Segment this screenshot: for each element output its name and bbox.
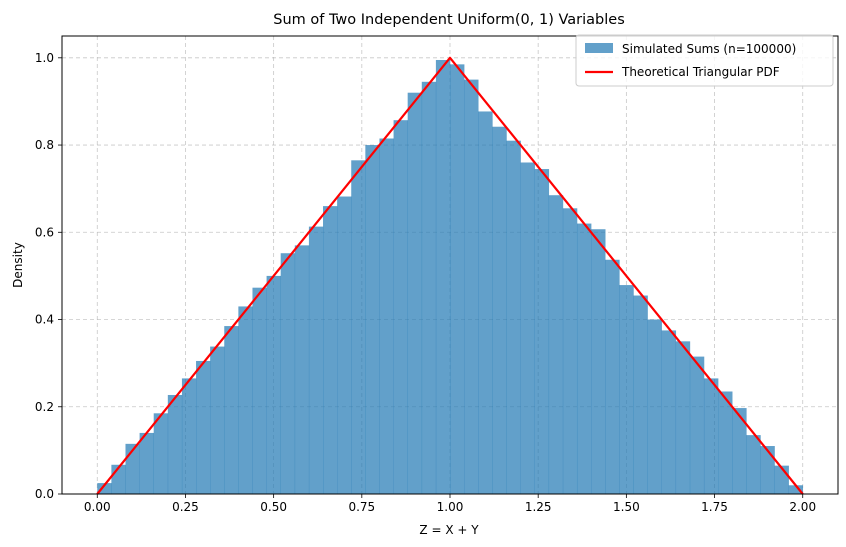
histogram-bar [224,326,239,494]
histogram-bar [393,120,408,495]
histogram-bar [774,465,789,494]
y-tick-label: 0.8 [35,138,54,152]
histogram-bar [718,391,733,494]
histogram-bar [379,138,394,494]
histogram-bar [732,408,747,494]
histogram-bar [252,287,267,494]
histogram-bar [675,341,691,494]
histogram-bar [746,435,761,494]
pdf-line-path [96,56,804,495]
x-tick-label: 1.50 [613,500,640,514]
histogram-bar [308,226,324,494]
histogram-bar [464,79,479,494]
histogram-bar [435,59,451,494]
y-tick-label: 1.0 [35,51,54,65]
histogram-bar [266,275,281,494]
legend-label-histogram: Simulated Sums (n=100000) [622,42,796,56]
chart-title: Sum of Two Independent Uniform(0, 1) Var… [273,12,625,28]
histogram-bar [280,253,296,494]
histogram-bar [97,483,112,494]
histogram-bar [450,64,465,494]
histogram-bar [478,111,493,495]
histogram-bar [139,432,155,494]
histogram-bar [591,229,606,495]
legend-swatch-histogram [585,43,613,53]
y-tick-label: 0.0 [35,487,54,501]
x-tick-label: 1.00 [437,500,464,514]
y-axis-ticks: 0.0 0.2 0.4 0.6 0.8 1.0 [35,51,62,501]
histogram-bars [97,59,804,495]
histogram-bar [210,346,225,494]
histogram-bar [788,485,804,494]
legend-box [575,34,834,87]
x-tick-label: 1.75 [701,500,728,514]
x-axis-label: Z = X + Y [419,523,479,537]
histogram-bar [647,319,662,494]
histogram-bar [562,208,578,495]
histogram-bar [294,245,310,494]
legend-label-pdf-line: Theoretical Triangular PDF [621,65,780,79]
x-tick-label: 0.50 [260,500,287,514]
x-tick-label: 0.75 [348,500,375,514]
x-tick-label: 0.00 [84,500,111,514]
histogram-bar [661,330,677,494]
histogram-bar [703,378,719,494]
histogram-bar [689,356,705,494]
histogram-bar [238,306,253,494]
histogram-bar [760,446,775,494]
x-tick-label: 1.25 [525,500,552,514]
histogram-bar [619,285,634,494]
y-tick-label: 0.2 [35,400,54,414]
histogram-bar [605,259,620,494]
histogram-bar [153,413,169,494]
histogram-bar [506,140,521,494]
histogram-bar [351,160,366,495]
x-axis-ticks: 0.00 0.25 0.50 0.75 1.00 1.25 1.50 1.75 2.00 [84,494,816,514]
histogram-bar [548,195,564,494]
histogram-bar [407,92,423,494]
histogram-bar [365,145,380,495]
y-tick-label: 0.6 [35,225,54,239]
x-tick-label: 0.25 [172,500,199,514]
pdf-line [96,56,804,495]
histogram-bar [181,378,197,494]
histogram-bar [337,196,352,494]
y-tick-label: 0.4 [35,313,54,327]
histogram-bar [633,295,648,494]
histogram-bar [520,162,535,494]
y-axis-label: Density [11,242,25,288]
histogram-bar [492,126,507,495]
histogram-bar [323,206,338,494]
histogram-bar [421,81,437,495]
x-tick-label: 2.00 [789,500,816,514]
legend: Simulated Sums (n=100000) Theoretical Tr… [575,34,834,87]
histogram-bar [167,394,183,494]
histogram-bar [576,223,592,495]
histogram-bar [534,169,550,495]
histogram-bar [196,360,211,494]
